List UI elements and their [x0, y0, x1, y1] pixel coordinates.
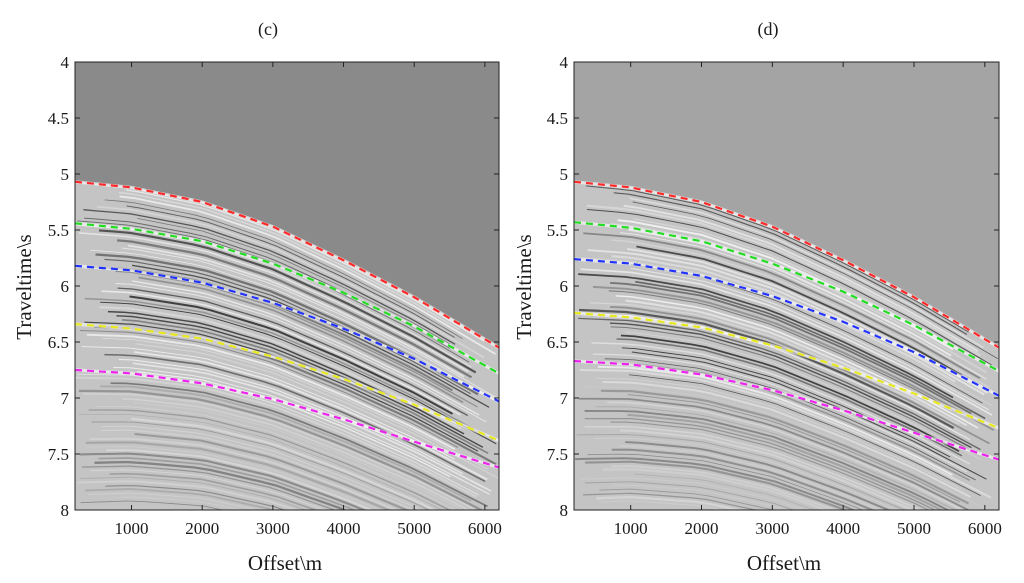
panel-c: (c) Traveltime\s Offset\m 4 4.5 5 5.5 6 6.5 7 7… — [12, 19, 502, 575]
x-tick-label: 1000 — [115, 519, 149, 538]
traveltime-curve-4 — [75, 323, 499, 442]
x-tick-label: 6000 — [968, 519, 1002, 538]
y-tick-label: 8 — [61, 501, 70, 520]
x-tick-label: 1000 — [614, 519, 648, 538]
x-tick-label: 4000 — [327, 519, 361, 538]
y-tick-label: 7.5 — [48, 445, 69, 464]
x-axis-label: Offset\m — [747, 551, 821, 575]
y-tick-label: 7 — [61, 389, 70, 408]
y-tick-label: 7 — [560, 389, 569, 408]
y-tick-label: 7.5 — [547, 445, 568, 464]
plot-area: 4 4.5 5 5.5 6 6.5 7 7.5 8 1000 2000 3000 4000 5000 600… — [547, 53, 1002, 538]
y-tick-label: 4 — [61, 53, 70, 72]
traveltime-curve-3 — [574, 258, 999, 397]
traveltime-curve-2 — [574, 221, 999, 373]
y-axis-label: Traveltime\s — [512, 234, 536, 339]
panel-title: (c) — [258, 19, 278, 40]
mute-zone — [75, 62, 499, 347]
y-tick-label: 5.5 — [547, 221, 568, 240]
y-tick-label: 5 — [560, 165, 569, 184]
panel-title: (d) — [758, 19, 779, 40]
plot-area: 4 4.5 5 5.5 6 6.5 7 7.5 8 1000 2000 3000 4000 5000 600… — [48, 53, 502, 538]
x-tick-label: 2000 — [685, 519, 719, 538]
x-tick-label: 6000 — [468, 519, 502, 538]
traveltime-curve-5 — [574, 359, 999, 461]
y-tick-label: 6 — [560, 277, 569, 296]
y-tick-label: 6.5 — [547, 333, 568, 352]
y-axis-label: Traveltime\s — [12, 234, 36, 339]
y-tick-label: 6.5 — [48, 333, 69, 352]
traveltime-curve-1 — [75, 180, 499, 349]
panel-d: (d) Traveltime\s Offset\m 4 4.5 5 5.5 6 6.5 7 7… — [512, 19, 1002, 575]
y-tick-label: 8 — [560, 501, 569, 520]
x-axis-label: Offset\m — [248, 551, 322, 575]
y-tick-label: 4 — [560, 53, 569, 72]
traveltime-curve-2 — [75, 222, 499, 375]
x-tick-label: 3000 — [256, 519, 290, 538]
traveltime-curve-1 — [574, 180, 999, 349]
x-tick-label: 5000 — [897, 519, 931, 538]
y-tick-label: 5.5 — [48, 221, 69, 240]
y-tick-label: 6 — [61, 277, 70, 296]
traveltime-curve-3 — [75, 264, 499, 403]
y-tick-label: 4.5 — [48, 109, 69, 128]
x-tick-label: 4000 — [826, 519, 860, 538]
traveltime-curve-4 — [574, 311, 999, 430]
x-tick-label: 2000 — [185, 519, 219, 538]
x-tick-label: 5000 — [397, 519, 431, 538]
traveltime-curve-5 — [75, 368, 499, 469]
gather-texture — [575, 185, 998, 510]
y-tick-label: 5 — [61, 165, 70, 184]
y-tick-label: 4.5 — [547, 109, 568, 128]
x-tick-label: 3000 — [755, 519, 789, 538]
mute-zone — [574, 62, 999, 347]
